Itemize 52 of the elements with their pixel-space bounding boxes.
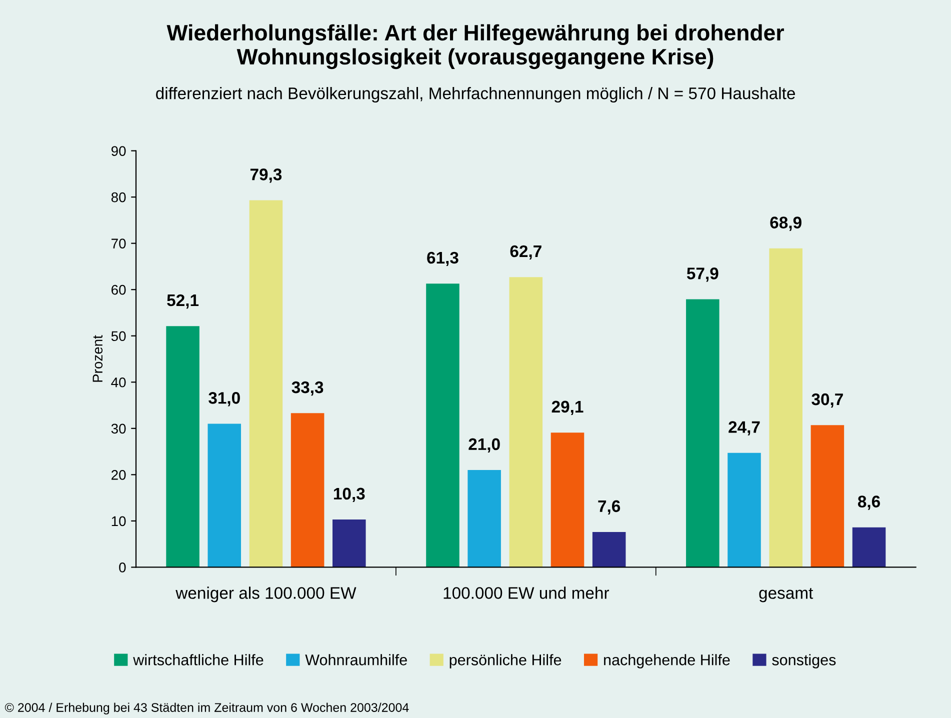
data-label: 62,7 xyxy=(510,245,542,260)
legend-label: nachgehende Hilfe xyxy=(604,654,730,668)
bar xyxy=(332,520,366,568)
y-tick-label: 10 xyxy=(112,516,126,526)
data-label: 8,6 xyxy=(858,496,880,510)
chart-subtitle: differenziert nach Bevölkerungszahl, Mehrfachnennungen möglich / N = 570 Haushalte xyxy=(156,87,795,103)
bar xyxy=(208,424,242,568)
data-label: 61,3 xyxy=(427,252,458,266)
y-tick-label: 80 xyxy=(111,192,126,202)
legend-label: wirtschaftliche Hilfe xyxy=(133,654,264,666)
data-label: 24,7 xyxy=(728,421,760,436)
text: © 2004 / Erhebung bei 43 Städten im Zeitraum von 6 Wochen 2003/2004 xyxy=(4,702,409,714)
bar xyxy=(852,527,886,568)
legend-label: Wohnraumhilfe xyxy=(305,654,407,666)
data-label: 30,7 xyxy=(812,393,843,408)
x-tick-label: weniger als 100.000 EW xyxy=(176,586,356,602)
x-tick-label: gesamt xyxy=(759,588,814,602)
bar xyxy=(592,532,626,568)
data-label: 10,3 xyxy=(334,488,365,502)
data-label: 31,0 xyxy=(208,392,240,406)
bar xyxy=(810,425,844,568)
data-label: 21,0 xyxy=(468,438,500,453)
bar xyxy=(550,432,584,568)
legend-label: persönliche Hilfe xyxy=(450,654,562,668)
bar xyxy=(728,452,761,568)
bar xyxy=(249,200,283,568)
y-tick-label: 20 xyxy=(112,470,126,480)
legend-label: sonstiges xyxy=(772,654,836,668)
data-label: 52,1 xyxy=(167,294,199,309)
data-label: 68,9 xyxy=(770,216,802,231)
y-tick-label: 40 xyxy=(111,377,126,388)
bar xyxy=(426,284,460,568)
y-tick-label: 70 xyxy=(112,238,126,248)
data-label: 7,6 xyxy=(598,500,620,515)
chart-title: Wiederholungsfälle: Art der Hilfegewährung bei drohender Wohnungslosigkeit (vorausgegangene Krise) xyxy=(166,24,784,70)
x-tick-label: 100.000 EW und mehr xyxy=(444,586,610,599)
data-label: 33,3 xyxy=(292,381,324,396)
data-label: 29,1 xyxy=(552,400,584,416)
bar xyxy=(769,248,802,568)
y-tick-label: 60 xyxy=(112,284,126,295)
bar xyxy=(686,299,720,568)
bar xyxy=(509,277,543,568)
bar xyxy=(166,326,200,568)
y-tick-label: 50 xyxy=(111,331,126,342)
y-tick-label: 0 xyxy=(119,562,126,572)
y-tick-label: 90 xyxy=(111,146,126,156)
data-label: 57,9 xyxy=(686,268,718,282)
bar xyxy=(290,413,324,568)
bar xyxy=(468,470,501,568)
y-axis-title: Prozent xyxy=(92,335,103,382)
data-label: 79,3 xyxy=(250,168,282,183)
y-tick-label: 30 xyxy=(111,424,126,434)
